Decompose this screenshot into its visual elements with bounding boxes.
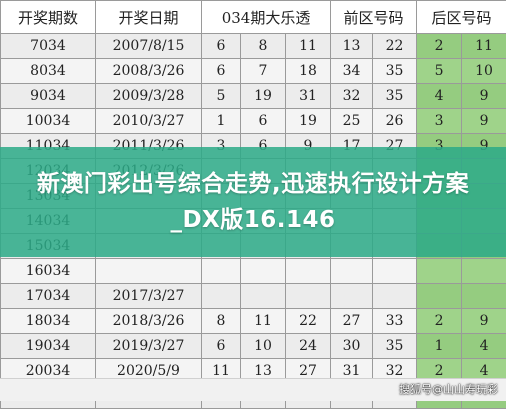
front-number-cell <box>373 259 417 284</box>
front-number-cell: 34 <box>331 59 373 84</box>
front-number-cell <box>331 259 373 284</box>
front-number-cell: 10 <box>241 334 286 359</box>
back-number-cell: 11 <box>462 34 506 59</box>
date-cell: 2017/3/27 <box>96 284 202 309</box>
back-number-cell: 10 <box>462 59 506 84</box>
issue-cell: 16034 <box>1 259 96 284</box>
back-number-cell: 9 <box>462 84 506 109</box>
front-number-cell: 6 <box>202 59 241 84</box>
issue-cell: 9034 <box>1 84 96 109</box>
front-number-cell <box>373 284 417 309</box>
front-number-cell: 35 <box>373 334 417 359</box>
date-cell: 2010/3/27 <box>96 109 202 134</box>
front-number-cell: 22 <box>286 309 331 334</box>
front-number-cell: 18 <box>286 59 331 84</box>
front-number-cell: 32 <box>331 84 373 109</box>
header-row: 开奖期数 开奖日期 034期大乐透 前区号码 后区号码 <box>1 1 506 34</box>
front-number-cell: 19 <box>286 109 331 134</box>
issue-cell: 18034 <box>1 309 96 334</box>
front-number-cell: 31 <box>286 84 331 109</box>
front-number-cell: 33 <box>373 309 417 334</box>
front-number-cell: 26 <box>373 109 417 134</box>
front-number-cell: 6 <box>202 34 241 59</box>
front-number-cell: 22 <box>373 34 417 59</box>
back-number-cell: 3 <box>417 109 462 134</box>
date-cell: 2007/8/15 <box>96 34 202 59</box>
issue-cell: 17034 <box>1 284 96 309</box>
front-number-cell <box>286 259 331 284</box>
header-issue: 开奖期数 <box>1 1 96 34</box>
issue-cell: 7034 <box>1 34 96 59</box>
issue-cell: 10034 <box>1 109 96 134</box>
front-number-cell: 13 <box>331 34 373 59</box>
front-number-cell: 8 <box>202 309 241 334</box>
front-number-cell <box>241 284 286 309</box>
back-number-cell: 4 <box>462 334 506 359</box>
front-number-cell: 1 <box>202 109 241 134</box>
watermark: 搜狐号@山山寿玩彩 <box>399 381 498 397</box>
back-number-cell: 9 <box>462 109 506 134</box>
title-banner: 新澳门彩出号综合走势,迅速执行设计方案_DX版16.146 <box>0 147 506 257</box>
back-number-cell: 2 <box>417 309 462 334</box>
front-number-cell: 7 <box>241 59 286 84</box>
front-number-cell: 27 <box>331 309 373 334</box>
back-number-cell: 9 <box>462 309 506 334</box>
back-number-cell: 5 <box>417 59 462 84</box>
front-number-cell: 6 <box>202 334 241 359</box>
front-number-cell: 6 <box>241 109 286 134</box>
issue-cell: 8034 <box>1 59 96 84</box>
front-number-cell: 11 <box>241 309 286 334</box>
back-number-cell: 1 <box>417 334 462 359</box>
front-number-cell <box>202 259 241 284</box>
header-front-zone: 前区号码 <box>331 1 417 34</box>
back-number-cell: 4 <box>417 84 462 109</box>
date-cell: 2019/3/27 <box>96 334 202 359</box>
front-number-cell: 11 <box>286 34 331 59</box>
issue-cell: 19034 <box>1 334 96 359</box>
front-number-cell: 35 <box>373 84 417 109</box>
front-number-cell: 30 <box>331 334 373 359</box>
header-date: 开奖日期 <box>96 1 202 34</box>
back-number-cell <box>417 259 462 284</box>
banner-title: 新澳门彩出号综合走势,迅速执行设计方案_DX版16.146 <box>33 166 473 238</box>
front-number-cell: 24 <box>286 334 331 359</box>
front-number-cell: 25 <box>331 109 373 134</box>
front-number-cell <box>202 284 241 309</box>
front-number-cell: 8 <box>241 34 286 59</box>
back-number-cell <box>417 284 462 309</box>
date-cell: 2008/3/26 <box>96 59 202 84</box>
date-cell: 2018/3/26 <box>96 309 202 334</box>
header-period-title: 034期大乐透 <box>202 1 331 34</box>
date-cell: 2009/3/28 <box>96 84 202 109</box>
front-number-cell: 19 <box>241 84 286 109</box>
header-back-zone: 后区号码 <box>417 1 506 34</box>
date-cell <box>96 259 202 284</box>
table-row: 16034 <box>1 259 506 284</box>
front-number-cell: 35 <box>373 59 417 84</box>
front-number-cell: 5 <box>202 84 241 109</box>
front-number-cell <box>286 284 331 309</box>
back-number-cell: 2 <box>417 34 462 59</box>
front-number-cell <box>241 259 286 284</box>
back-number-cell <box>462 284 506 309</box>
front-number-cell <box>331 284 373 309</box>
back-number-cell <box>462 259 506 284</box>
